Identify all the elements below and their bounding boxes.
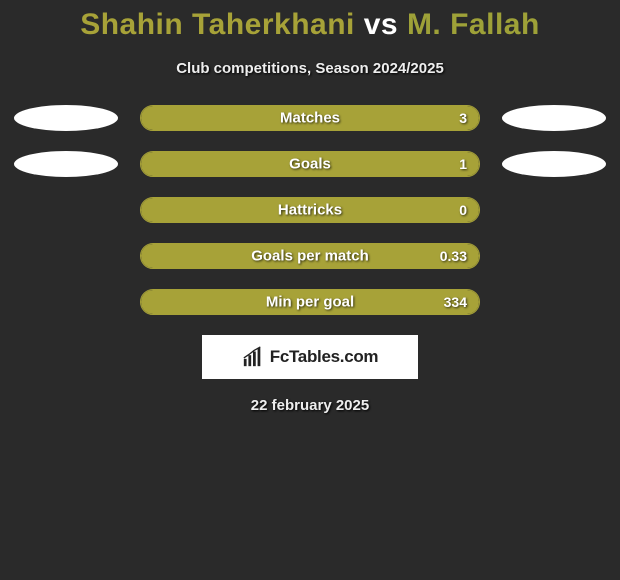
right-slot [496, 151, 612, 177]
stat-label: Goals [289, 156, 331, 173]
player2-name: M. Fallah [407, 8, 540, 41]
brand-bars-icon [242, 346, 264, 368]
stat-row: Min per goal 334 [0, 289, 620, 315]
subtitle: Club competitions, Season 2024/2025 [0, 60, 620, 77]
stat-value: 0.33 [440, 248, 467, 264]
stat-bar: Min per goal 334 [140, 289, 480, 315]
player1-marker [14, 151, 118, 177]
left-slot [8, 151, 124, 177]
stat-row: Matches 3 [0, 105, 620, 131]
stat-row: Goals per match 0.33 [0, 243, 620, 269]
player1-name: Shahin Taherkhani [80, 8, 355, 41]
brand-text: FcTables.com [270, 347, 379, 367]
stat-value: 0 [459, 202, 467, 218]
stat-value: 334 [444, 294, 467, 310]
stat-label: Min per goal [266, 294, 354, 311]
player2-marker [502, 151, 606, 177]
date-label: 22 february 2025 [0, 397, 620, 414]
right-slot [496, 105, 612, 131]
stat-bar: Goals 1 [140, 151, 480, 177]
stat-row: Hattricks 0 [0, 197, 620, 223]
player1-marker [14, 105, 118, 131]
comparison-card: Shahin Taherkhani vs M. Fallah Club comp… [0, 0, 620, 414]
left-slot [8, 105, 124, 131]
stat-bar: Hattricks 0 [140, 197, 480, 223]
stat-bar: Goals per match 0.33 [140, 243, 480, 269]
vs-label: vs [364, 8, 398, 41]
player2-marker [502, 105, 606, 131]
stats-list: Matches 3 Goals 1 Hattricks 0 Goals per match 0… [0, 105, 620, 315]
stat-bar: Matches 3 [140, 105, 480, 131]
stat-label: Goals per match [251, 248, 369, 265]
stat-value: 1 [459, 156, 467, 172]
stat-row: Goals 1 [0, 151, 620, 177]
page-title: Shahin Taherkhani vs M. Fallah [0, 8, 620, 42]
brand-badge[interactable]: FcTables.com [202, 335, 418, 379]
stat-label: Matches [280, 110, 340, 127]
stat-label: Hattricks [278, 202, 342, 219]
stat-value: 3 [459, 110, 467, 126]
